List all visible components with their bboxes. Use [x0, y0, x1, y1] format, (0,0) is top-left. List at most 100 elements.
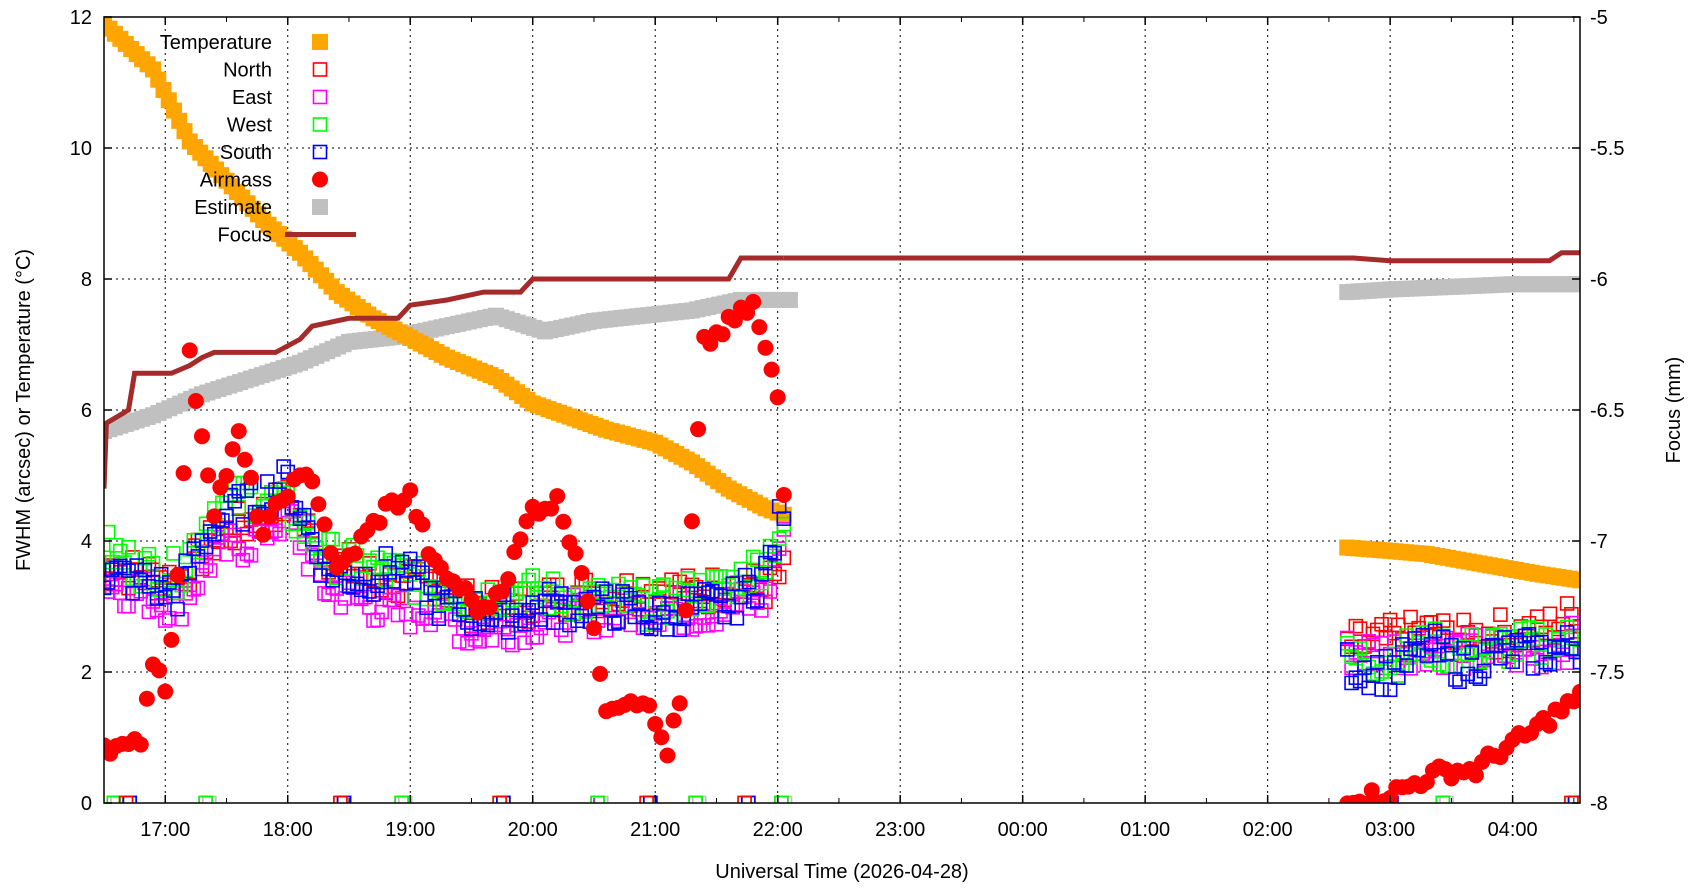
south-point [145, 574, 161, 590]
south-point [521, 603, 536, 618]
west-point [1386, 646, 1402, 662]
airmass-point [310, 496, 327, 513]
airmass-point [677, 602, 694, 619]
west-point [1572, 645, 1580, 661]
legend-marker [312, 34, 328, 50]
south-point [480, 617, 496, 633]
west-point [137, 550, 153, 566]
west-point [647, 593, 663, 609]
west-point [1564, 630, 1579, 646]
west-point [758, 564, 773, 580]
south-point [749, 593, 765, 608]
north-point [1374, 616, 1389, 632]
focus-line [104, 255, 784, 489]
west-point [525, 568, 541, 583]
south-point [623, 590, 639, 606]
x-tick-label: 03:00 [1365, 819, 1415, 841]
south-point [1382, 682, 1398, 698]
south-point [1391, 670, 1406, 685]
north-point [533, 585, 549, 601]
south-point [121, 563, 136, 578]
y2-tick-label: -6.5 [1590, 400, 1624, 422]
south-point [1480, 638, 1496, 654]
y2-tick-label: -5 [1590, 7, 1608, 29]
west-zero-point [774, 795, 789, 803]
east-point [700, 618, 716, 633]
x-tick-label: 17:00 [140, 819, 190, 841]
south-point [260, 474, 275, 489]
west-point [545, 571, 561, 587]
airmass-point [592, 665, 609, 682]
west-point [749, 552, 765, 568]
north-point [771, 569, 787, 585]
south-point [394, 554, 410, 570]
south-point [402, 551, 418, 567]
east-point [1476, 652, 1492, 668]
series-temperature [104, 17, 1580, 803]
y-tick-label: 8 [81, 269, 92, 291]
west-point [745, 549, 761, 565]
airmass-point [169, 567, 186, 584]
north-point [1403, 609, 1418, 625]
north-point [1559, 596, 1575, 611]
x-tick-label: 00:00 [998, 819, 1048, 841]
south-point [762, 544, 778, 560]
airmass-zero-point [333, 795, 348, 803]
south-point [725, 576, 741, 591]
east-point [431, 608, 447, 623]
south-point [345, 580, 361, 595]
airmass-point [641, 697, 658, 714]
y2-tick-label: -7.5 [1590, 662, 1624, 684]
airmass-point [463, 591, 480, 608]
west-point [121, 539, 136, 555]
south-point [1476, 663, 1492, 679]
airmass-point [414, 516, 431, 533]
east-point [1509, 658, 1525, 673]
south-point [1505, 654, 1520, 670]
legend-label: North [223, 60, 272, 82]
airmass-point [647, 715, 664, 732]
tick-labels: 17:00 18:00 19:00 20:00 21:00 22:00 23:00 00:00… [70, 7, 1625, 841]
airmass-point [518, 513, 535, 530]
series-estimate [104, 276, 1580, 803]
series-airmass [104, 293, 1580, 803]
west-point [533, 586, 549, 601]
airmass-zero-point [1380, 795, 1395, 803]
south-point [574, 608, 590, 624]
airmass-point [665, 712, 682, 729]
south-point [1399, 658, 1414, 673]
airmass-point [347, 545, 364, 562]
south-point [239, 483, 255, 499]
airmass-point [206, 508, 223, 525]
east-point [272, 526, 287, 542]
y2-tick-label: -6 [1590, 269, 1608, 291]
south-point [415, 565, 430, 580]
south-point [137, 562, 153, 578]
west-point [149, 582, 165, 597]
west-point [166, 546, 181, 561]
east-point [117, 598, 132, 614]
east-point [239, 546, 255, 562]
south-point [202, 524, 218, 539]
east-point [402, 619, 418, 635]
y2-tick-label: -5.5 [1590, 138, 1624, 160]
east-point [1564, 615, 1579, 631]
west-point [517, 582, 532, 597]
south-point [553, 586, 569, 601]
airmass-point [255, 526, 272, 543]
south-point [206, 526, 222, 542]
north-point [1555, 616, 1571, 632]
south-point [431, 611, 447, 627]
airmass-point [690, 421, 707, 438]
estimate-point [781, 291, 798, 308]
south-point [1538, 654, 1554, 670]
west-point [309, 541, 324, 556]
x-tick-label: 22:00 [753, 819, 803, 841]
west-point [635, 578, 651, 593]
south-point [745, 594, 761, 609]
south-point [1435, 629, 1451, 645]
airmass-point [549, 488, 566, 505]
legend-marker [312, 171, 328, 188]
south-point [594, 581, 610, 596]
south-point [754, 567, 769, 582]
